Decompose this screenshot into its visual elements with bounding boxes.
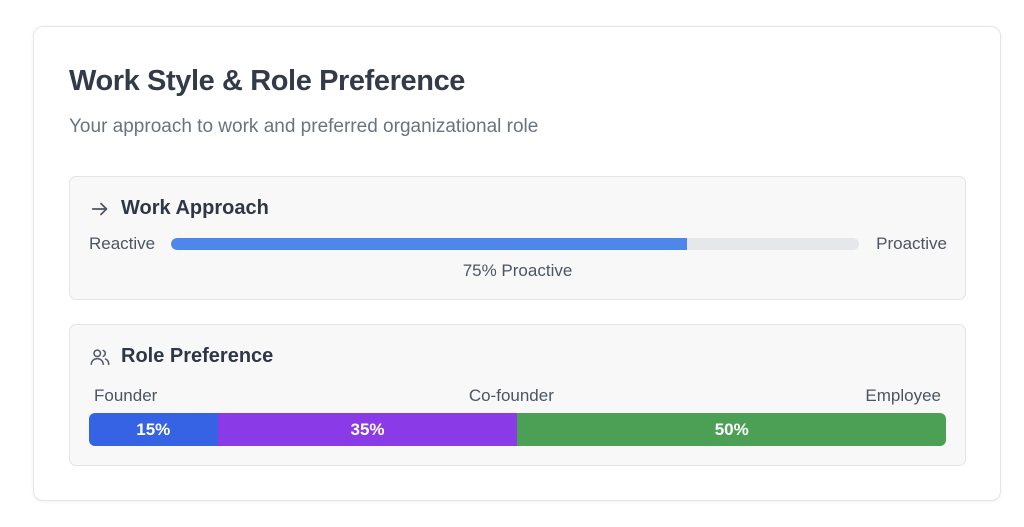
card-subtitle: Your approach to work and preferred orga…: [69, 116, 539, 137]
role-preference-bar: 15% 35% 50%: [89, 413, 946, 446]
employee-segment: 50%: [517, 413, 946, 446]
work-approach-track: [171, 238, 859, 250]
work-approach-title: Work Approach: [121, 197, 269, 219]
work-style-card: Work Style & Role Preference Your approa…: [33, 26, 1001, 501]
card-title: Work Style & Role Preference: [69, 65, 466, 97]
work-approach-fill: [171, 238, 687, 250]
arrow-right-icon: [91, 202, 108, 215]
work-approach-header: Work Approach: [89, 197, 269, 220]
role-label-founder: Founder: [94, 386, 158, 405]
role-label-employee: Employee: [865, 386, 941, 405]
work-approach-section: Work Approach Reactive Proactive 75% Pro…: [69, 176, 966, 300]
role-label-cofounder: Co-founder: [468, 386, 554, 405]
work-approach-caption: 75% Proactive: [462, 261, 573, 280]
proactive-label: Proactive: [876, 234, 947, 253]
cofounder-segment: 35%: [217, 413, 518, 446]
role-preference-header: Role Preference: [89, 345, 273, 368]
role-preference-section: Role Preference Founder Co-founder Emplo…: [69, 324, 966, 466]
role-preference-title: Role Preference: [121, 345, 274, 367]
users-icon: [90, 348, 110, 365]
founder-segment: 15%: [89, 413, 218, 446]
role-labels: Founder Co-founder Employee: [94, 386, 941, 406]
reactive-label: Reactive: [89, 234, 156, 253]
